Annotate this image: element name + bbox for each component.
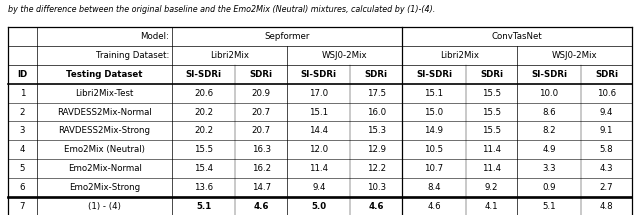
Text: SDRi: SDRi [480,70,503,79]
Text: SDRi: SDRi [595,70,618,79]
Text: 12.9: 12.9 [367,145,386,154]
Text: SI-SDRi: SI-SDRi [531,70,567,79]
Text: 15.3: 15.3 [367,126,386,135]
Text: 5.1: 5.1 [542,202,556,211]
Text: 5: 5 [20,164,25,173]
Text: 12.0: 12.0 [309,145,328,154]
Text: 10.6: 10.6 [597,89,616,98]
Text: 15.1: 15.1 [309,108,328,117]
Text: 20.7: 20.7 [252,126,271,135]
Text: 3.3: 3.3 [542,164,556,173]
Text: 4.3: 4.3 [600,164,613,173]
Text: 4.6: 4.6 [369,202,384,211]
Text: 2.7: 2.7 [600,183,613,192]
Text: SDRi: SDRi [365,70,388,79]
Text: 0.9: 0.9 [542,183,556,192]
Text: 12.2: 12.2 [367,164,386,173]
Text: WSJ0-2Mix: WSJ0-2Mix [322,51,367,60]
Text: 5.1: 5.1 [196,202,211,211]
Text: (1) - (4): (1) - (4) [88,202,121,211]
Text: 1: 1 [20,89,25,98]
Text: 9.4: 9.4 [312,183,326,192]
Text: 20.6: 20.6 [194,89,213,98]
Text: 13.6: 13.6 [194,183,213,192]
Text: 10.0: 10.0 [540,89,559,98]
Text: 20.2: 20.2 [194,126,213,135]
Text: 16.2: 16.2 [252,164,271,173]
Text: 15.5: 15.5 [482,108,501,117]
Text: 11.4: 11.4 [482,145,501,154]
Text: Model:: Model: [140,32,169,41]
Text: Emo2Mix (Neutral): Emo2Mix (Neutral) [64,145,145,154]
Text: SI-SDRi: SI-SDRi [416,70,452,79]
Text: WSJ0-2Mix: WSJ0-2Mix [552,51,598,60]
Text: 4.1: 4.1 [484,202,498,211]
Text: 15.5: 15.5 [194,145,213,154]
Text: ID: ID [17,70,28,79]
Text: Libri2Mix: Libri2Mix [440,51,479,60]
Text: 5.8: 5.8 [600,145,613,154]
Text: 16.3: 16.3 [252,145,271,154]
Text: ConvTasNet: ConvTasNet [492,32,543,41]
Text: Training Dataset:: Training Dataset: [95,51,169,60]
Text: 17.5: 17.5 [367,89,386,98]
Text: 20.9: 20.9 [252,89,271,98]
Text: 16.0: 16.0 [367,108,386,117]
Text: Emo2Mix-Normal: Emo2Mix-Normal [68,164,141,173]
Text: RAVDESS2Mix-Normal: RAVDESS2Mix-Normal [57,108,152,117]
Text: 9.2: 9.2 [484,183,498,192]
Text: 14.4: 14.4 [309,126,328,135]
Text: RAVDESS2Mix-Strong: RAVDESS2Mix-Strong [59,126,150,135]
Text: 15.5: 15.5 [482,89,501,98]
Text: 8.6: 8.6 [542,108,556,117]
Text: 15.0: 15.0 [424,108,444,117]
Text: 9.4: 9.4 [600,108,613,117]
Text: 10.5: 10.5 [424,145,444,154]
Text: SI-SDRi: SI-SDRi [301,70,337,79]
Text: 4.6: 4.6 [427,202,441,211]
Text: 4.8: 4.8 [600,202,613,211]
Text: 11.4: 11.4 [309,164,328,173]
Text: Libri2Mix-Test: Libri2Mix-Test [76,89,134,98]
Text: 11.4: 11.4 [482,164,501,173]
Text: Emo2Mix-Strong: Emo2Mix-Strong [69,183,140,192]
Text: Sepformer: Sepformer [264,32,310,41]
Text: 4.9: 4.9 [542,145,556,154]
Text: 10.3: 10.3 [367,183,386,192]
Text: 4.6: 4.6 [253,202,269,211]
Text: 15.1: 15.1 [424,89,444,98]
Text: 10.7: 10.7 [424,164,444,173]
Text: 8.2: 8.2 [542,126,556,135]
Text: Libri2Mix: Libri2Mix [210,51,249,60]
Text: 3: 3 [20,126,25,135]
Text: 14.9: 14.9 [424,126,444,135]
Text: 9.1: 9.1 [600,126,613,135]
Text: 17.0: 17.0 [309,89,328,98]
Text: 20.7: 20.7 [252,108,271,117]
Text: 2: 2 [20,108,25,117]
Text: 14.7: 14.7 [252,183,271,192]
Text: Testing Dataset: Testing Dataset [67,70,143,79]
Text: by the difference between the original baseline and the Emo2Mix (Neutral) mixtur: by the difference between the original b… [8,5,435,14]
Text: 20.2: 20.2 [194,108,213,117]
Text: 4: 4 [20,145,25,154]
Text: 15.5: 15.5 [482,126,501,135]
Text: SDRi: SDRi [250,70,273,79]
Text: 5.0: 5.0 [311,202,326,211]
Text: 15.4: 15.4 [194,164,213,173]
Text: 6: 6 [20,183,25,192]
Text: 7: 7 [20,202,25,211]
Text: SI-SDRi: SI-SDRi [186,70,222,79]
Text: 8.4: 8.4 [427,183,441,192]
